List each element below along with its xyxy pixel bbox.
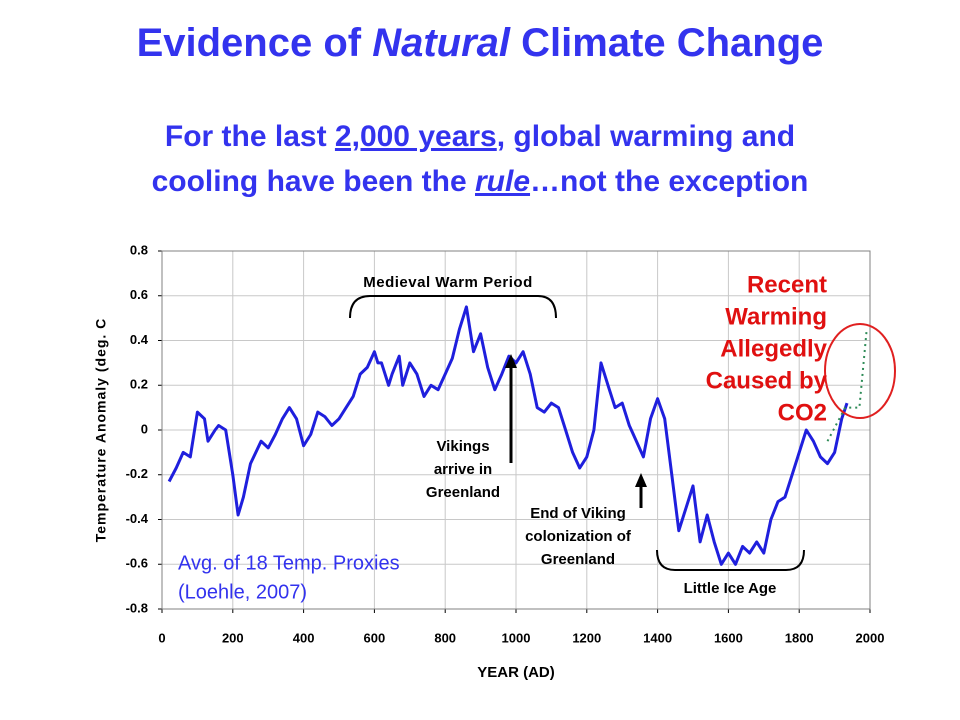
y-tick-label: 0.8 <box>130 242 148 257</box>
x-tick-label: 600 <box>364 630 386 645</box>
title: Evidence of Natural Climate Change <box>137 21 824 65</box>
y-tick-label: -0.6 <box>126 556 148 571</box>
x-tick-label: 400 <box>293 630 315 645</box>
subtitle-part: , global warming and <box>497 120 795 153</box>
x-tick-label: 1000 <box>502 630 531 645</box>
x-tick-label: 2000 <box>856 630 885 645</box>
bracket <box>656 549 805 571</box>
subtitle-part: rule <box>475 165 530 198</box>
bracket <box>349 295 557 319</box>
highlight-ellipse <box>824 323 896 419</box>
subtitle-part: cooling have been the <box>152 165 475 198</box>
subtitle-part: …not the exception <box>530 165 808 198</box>
annotation: Little Ice Age <box>684 580 777 597</box>
data-line <box>167 305 849 566</box>
subtitle-line: cooling have been the rule…not the excep… <box>152 165 809 198</box>
x-tick-label: 800 <box>434 630 456 645</box>
subtitle-part: 2,000 years <box>335 120 497 153</box>
title-part: Natural <box>372 21 511 65</box>
y-tick-label: -0.8 <box>126 600 148 615</box>
x-tick-label: 1200 <box>572 630 601 645</box>
y-tick-label: 0.6 <box>130 287 148 302</box>
x-tick-label: 1400 <box>643 630 672 645</box>
x-tick-label: 1800 <box>785 630 814 645</box>
y-tick-label: -0.2 <box>126 466 148 481</box>
y-tick-label: -0.4 <box>126 511 149 526</box>
annotation: Medieval Warm Period <box>363 274 533 291</box>
annotation: arrive in <box>434 461 492 478</box>
y-axis-label: Temperature Anomaly (deg. C <box>93 318 109 543</box>
title-part: Evidence of <box>137 21 373 65</box>
x-tick-label: 200 <box>222 630 244 645</box>
subtitle-part: For the last <box>165 120 335 153</box>
title-part: Climate Change <box>510 21 823 65</box>
subtitle-line: For the last 2,000 years, global warming… <box>165 120 795 153</box>
annotation: (Loehle, 2007) <box>178 581 307 603</box>
annotation: Allegedly <box>720 335 827 362</box>
y-tick-label: 0 <box>141 421 148 436</box>
plot <box>167 305 868 566</box>
annotation: Caused by <box>706 367 828 394</box>
plot-frame <box>161 250 871 610</box>
data-line <box>826 331 868 442</box>
arrow-head <box>635 473 647 487</box>
annotation: CO2 <box>778 399 827 426</box>
x-tick-label: 1600 <box>714 630 743 645</box>
annotation: End of Viking <box>530 505 626 522</box>
annotation: Avg. of 18 Temp. Proxies <box>178 552 400 574</box>
x-axis-label: YEAR (AD) <box>477 664 555 681</box>
annotation: Greenland <box>426 484 500 501</box>
y-tick-label: 0.4 <box>130 332 149 347</box>
annotation: Recent <box>747 271 827 298</box>
y-tick-label: 0.2 <box>130 377 148 392</box>
annotation: Greenland <box>541 551 615 568</box>
annotation: colonization of <box>525 528 632 545</box>
x-tick-label: 0 <box>158 630 165 645</box>
arrow-head <box>505 354 517 368</box>
annotations: Medieval Warm Period Vikings arrive in Gree… <box>178 271 828 603</box>
annotation: Vikings <box>436 438 489 455</box>
annotation: Warming <box>725 303 827 330</box>
